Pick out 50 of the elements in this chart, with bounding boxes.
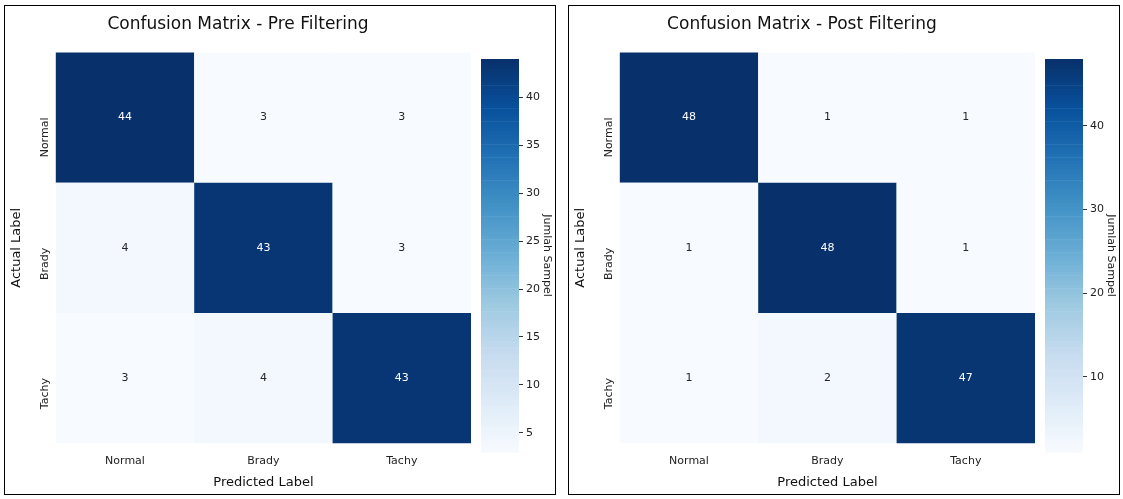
- data-label: 48: [682, 110, 696, 124]
- data-label: 1: [962, 110, 970, 124]
- color-bar-label: 20: [526, 281, 540, 295]
- x-tick-label: Normal: [669, 453, 709, 467]
- chart-title: Confusion Matrix - Pre Filtering: [107, 12, 369, 33]
- color-bar-label: 35: [526, 138, 540, 152]
- color-bar-label: 10: [1090, 369, 1104, 383]
- data-label: 3: [398, 110, 406, 124]
- data-label: 48: [820, 240, 835, 254]
- color-bar-label: 15: [526, 329, 540, 343]
- x-tick-label: Normal: [105, 453, 145, 467]
- x-tick-label: Brady: [247, 453, 281, 467]
- data-label: 44: [118, 110, 132, 124]
- data-label: 1: [962, 240, 970, 254]
- x-tick-label: Tachy: [949, 453, 982, 467]
- data-label: 43: [394, 370, 409, 384]
- data-label: 3: [398, 240, 406, 254]
- color-bar-label: 40: [526, 90, 540, 104]
- y-tick-label: Tachy: [37, 377, 51, 411]
- chart-title: Confusion Matrix - Post Filtering: [667, 12, 937, 33]
- data-label: 3: [121, 370, 129, 384]
- data-label: 47: [958, 370, 973, 384]
- y-axis-title: Actual Label: [8, 207, 24, 288]
- x-tick-label: Brady: [811, 453, 845, 467]
- color-bar-label: 5: [526, 425, 533, 439]
- color-bar-label: 30: [526, 186, 540, 200]
- color-bar-title: Jumlah Sampel: [540, 213, 554, 297]
- y-tick-label: Normal: [37, 117, 51, 158]
- color-bar-label: 40: [1090, 118, 1104, 132]
- y-tick-label: Tachy: [601, 377, 615, 411]
- color-bar-label: 25: [526, 233, 540, 247]
- color-bar-label: 10: [526, 377, 540, 391]
- data-label: 1: [685, 370, 693, 384]
- data-label: 4: [121, 240, 129, 254]
- color-bar-label: 30: [1090, 202, 1104, 216]
- data-label: 1: [823, 110, 831, 124]
- y-tick-label: Normal: [601, 117, 615, 158]
- y-axis-title: Actual Label: [572, 207, 588, 288]
- x-tick-label: Tachy: [385, 453, 418, 467]
- data-label: 3: [259, 110, 267, 124]
- x-axis-title: Predicted Label: [777, 473, 878, 489]
- x-axis-title: Predicted Label: [213, 473, 314, 489]
- color-bar-title: Jumlah Sampel: [1104, 213, 1118, 297]
- y-tick-label: Brady: [601, 247, 615, 281]
- data-label: 43: [256, 240, 271, 254]
- color-bar-label: 20: [1090, 285, 1104, 299]
- y-tick-label: Brady: [37, 247, 51, 281]
- data-label: 4: [259, 370, 267, 384]
- data-label: 2: [823, 370, 831, 384]
- data-label: 1: [685, 240, 693, 254]
